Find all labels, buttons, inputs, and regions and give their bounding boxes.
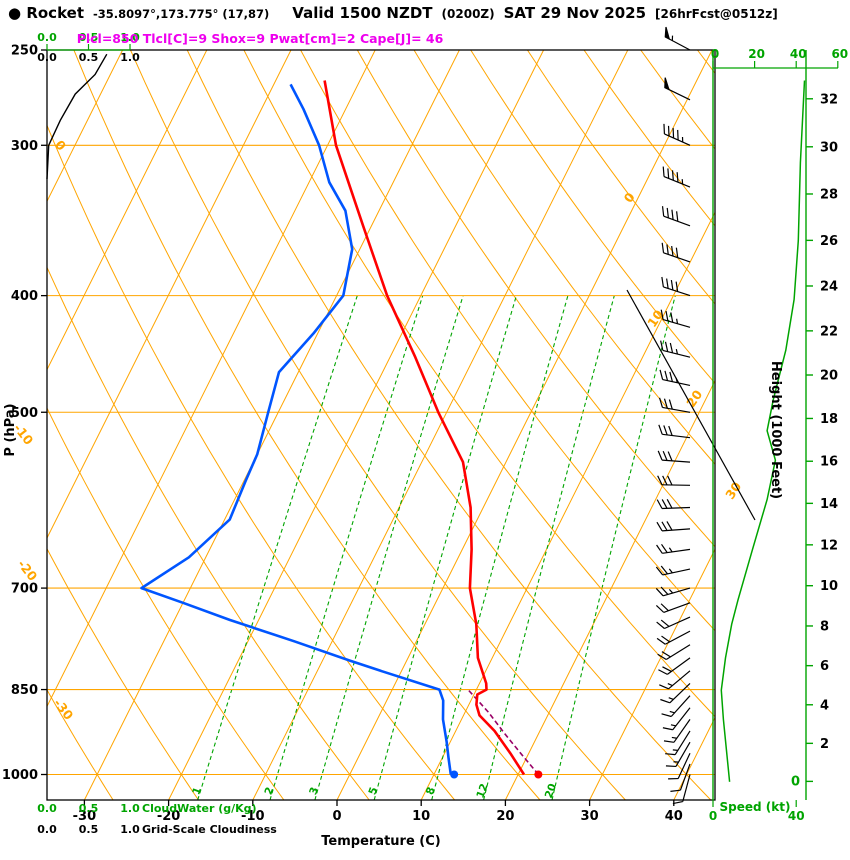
surface-temperature-marker — [534, 770, 543, 779]
svg-text:0.5: 0.5 — [79, 802, 99, 815]
valid-date: SAT 29 Nov 2025 — [503, 4, 647, 22]
dewpoint-curve — [140, 83, 453, 775]
svg-text:-20: -20 — [157, 809, 181, 824]
profiles — [140, 80, 540, 776]
svg-text:0.5: 0.5 — [79, 51, 99, 64]
wind-barbs — [655, 26, 691, 805]
svg-text:0.5: 0.5 — [79, 31, 99, 44]
svg-text:2: 2 — [820, 737, 829, 752]
parcel-path — [467, 689, 540, 776]
svg-text:30: 30 — [581, 809, 599, 824]
svg-text:2: 2 — [263, 785, 277, 796]
svg-text:18: 18 — [820, 412, 838, 427]
speed-profile-curve — [720, 80, 806, 782]
svg-text:0.5: 0.5 — [79, 823, 99, 836]
svg-text:10: 10 — [820, 579, 838, 594]
svg-text:26: 26 — [820, 234, 838, 249]
svg-text:20: 20 — [748, 47, 765, 61]
svg-text:0.0: 0.0 — [37, 51, 57, 64]
svg-text:1.0: 1.0 — [120, 823, 140, 836]
svg-text:40: 40 — [665, 809, 683, 824]
svg-text:0: 0 — [711, 47, 719, 61]
svg-text:0: 0 — [332, 809, 341, 824]
svg-text:4: 4 — [820, 698, 829, 713]
svg-text:250: 250 — [11, 44, 38, 59]
valid-time-utc: (0200Z) — [441, 7, 495, 21]
title-bar: ● Rocket -35.8097°,173.775° (17,87) Vali… — [8, 4, 778, 22]
cloud-scales: 0.00.00.00.00.50.50.50.51.01.01.01.0Clou… — [37, 31, 277, 836]
svg-text:14: 14 — [820, 497, 838, 512]
svg-text:0: 0 — [791, 774, 800, 789]
svg-text:1.0: 1.0 — [120, 31, 140, 44]
svg-text:40: 40 — [790, 47, 807, 61]
svg-text:8: 8 — [820, 619, 829, 634]
svg-text:500: 500 — [11, 406, 38, 421]
station-coordinates: -35.8097°,173.775° (17,87) — [93, 7, 270, 21]
svg-text:Height (1000 Feet): Height (1000 Feet) — [768, 361, 783, 499]
svg-text:700: 700 — [11, 582, 38, 597]
svg-text:20: 20 — [496, 809, 514, 824]
diagonal-marker-line — [626, 289, 756, 521]
skewt-grid — [47, 50, 715, 800]
svg-text:Speed (kt): Speed (kt) — [720, 800, 791, 814]
svg-text:P (hPa): P (hPa) — [3, 403, 18, 456]
svg-text:1.0: 1.0 — [120, 802, 140, 815]
svg-text:-10: -10 — [241, 809, 265, 824]
svg-text:0.0: 0.0 — [37, 31, 57, 44]
svg-text:Grid-Scale Cloudiness: Grid-Scale Cloudiness — [142, 823, 277, 836]
svg-text:24: 24 — [820, 279, 838, 294]
station-name: ● Rocket — [8, 4, 84, 22]
svg-text:0.0: 0.0 — [37, 802, 57, 815]
svg-text:0: 0 — [709, 809, 717, 823]
forecast-run: [26hrFcst@0512z] — [655, 7, 778, 21]
sounding-parameters: Plcl=850 Tlcl[C]=9 Shox=9 Pwat[cm]=2 Cap… — [76, 31, 444, 46]
svg-text:12: 12 — [474, 782, 490, 800]
svg-text:8: 8 — [424, 785, 438, 796]
svg-text:1.0: 1.0 — [120, 51, 140, 64]
svg-text:12: 12 — [820, 538, 838, 553]
svg-text:400: 400 — [11, 289, 38, 304]
svg-text:3: 3 — [307, 785, 321, 796]
svg-text:0: 0 — [52, 137, 69, 153]
svg-text:1000: 1000 — [2, 768, 38, 783]
station-bullet-icon: ● — [8, 4, 22, 22]
svg-text:20: 20 — [820, 369, 838, 384]
svg-text:10: 10 — [412, 809, 430, 824]
svg-text:30: 30 — [820, 140, 838, 155]
valid-time: Valid 1500 NZDT — [292, 4, 433, 22]
svg-text:-20: -20 — [15, 557, 41, 584]
svg-text:850: 850 — [11, 683, 38, 698]
svg-text:60: 60 — [831, 47, 848, 61]
svg-text:0.0: 0.0 — [37, 823, 57, 836]
svg-text:32: 32 — [820, 92, 838, 107]
surface-dewpoint-marker — [450, 770, 459, 779]
svg-text:6: 6 — [820, 659, 829, 674]
svg-text:20: 20 — [543, 782, 559, 800]
svg-text:-30: -30 — [51, 696, 77, 723]
svg-text:22: 22 — [820, 324, 838, 339]
cloudiness-profile-curve — [46, 53, 108, 180]
svg-text:40: 40 — [788, 809, 805, 823]
svg-text:CloudWater (g/Kg): CloudWater (g/Kg) — [142, 802, 257, 815]
mixing-ratio-labels: 1 2 3 5 8 12 20 — [190, 782, 559, 800]
svg-text:1: 1 — [190, 785, 204, 796]
svg-text:28: 28 — [820, 187, 838, 202]
svg-text:-30: -30 — [73, 809, 97, 824]
svg-text:300: 300 — [11, 139, 38, 154]
temperature-curve — [323, 80, 526, 776]
svg-text:16: 16 — [820, 455, 838, 470]
svg-text:Temperature (C): Temperature (C) — [321, 834, 440, 849]
svg-text:5: 5 — [367, 785, 381, 796]
